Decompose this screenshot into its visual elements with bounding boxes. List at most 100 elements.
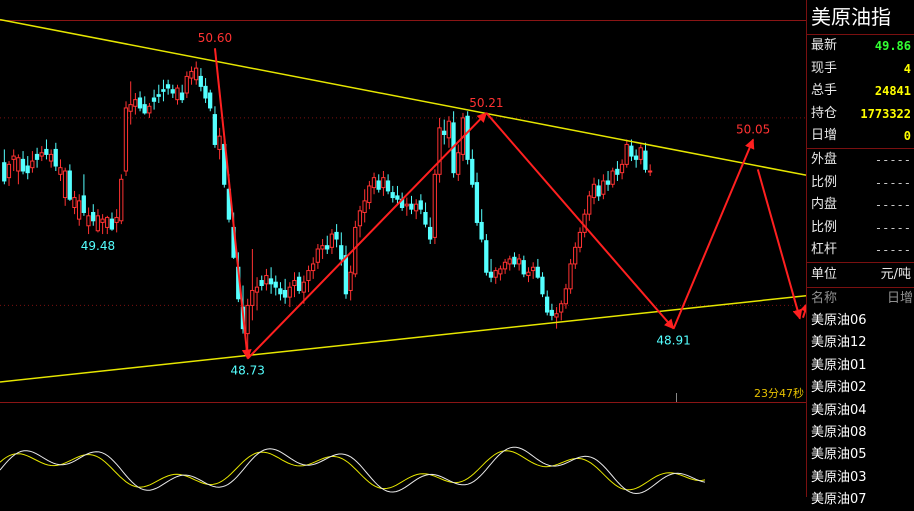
candle-body xyxy=(629,145,634,157)
candle-body xyxy=(105,216,110,228)
quote-list: 最新 49.86 现手 4 总手 24841 持仓 1773322 日增 0 外盘 ----- 比例 --… xyxy=(807,35,914,262)
candle-body xyxy=(624,143,629,165)
candle-body xyxy=(91,211,96,222)
unit-row: 单位 元/吨 xyxy=(807,261,914,288)
oscillator-line xyxy=(0,450,706,491)
countdown-timer: 23分47秒 xyxy=(754,386,804,400)
contract-list: 美原油06 美原油12 美原油01 美原油02 美原油04 美原油08 美原油05 美原油03… xyxy=(807,310,914,511)
candle-body xyxy=(596,185,601,197)
candle-body xyxy=(175,87,180,101)
candle-body xyxy=(577,231,583,248)
candle-body xyxy=(292,280,297,287)
candle-body xyxy=(554,313,559,318)
candle-body xyxy=(268,278,274,285)
candle-body xyxy=(76,200,82,220)
unit-label: 单位 xyxy=(811,266,838,282)
candle-body xyxy=(413,203,419,212)
contract-item[interactable]: 美原油07 xyxy=(811,492,867,508)
candle-body xyxy=(409,203,414,210)
candle-body xyxy=(601,180,606,195)
contract-item[interactable]: 美原油02 xyxy=(811,380,867,396)
candle-body xyxy=(189,70,194,79)
candle-body xyxy=(86,215,91,227)
candle-body xyxy=(357,210,363,227)
quote-label: 持仓 xyxy=(811,105,838,121)
candle-body xyxy=(212,114,217,145)
candle-body xyxy=(306,270,311,282)
quote-label: 日增 xyxy=(811,128,838,144)
candle-body xyxy=(282,289,288,298)
candle-body xyxy=(20,158,26,172)
quote-row: 总手 24841 xyxy=(807,80,914,103)
candle-body xyxy=(147,105,152,114)
wave-arrow xyxy=(485,112,675,330)
contract-item[interactable]: 美原油04 xyxy=(811,402,867,418)
change-column-header[interactable]: 日增 xyxy=(886,290,913,306)
candle-body xyxy=(362,200,367,213)
candle-body xyxy=(287,286,292,298)
contract-item[interactable]: 美原油03 xyxy=(811,469,867,485)
rebound-arrow xyxy=(800,301,806,319)
name-column-header[interactable]: 名称 xyxy=(811,290,838,306)
candle-body xyxy=(563,288,568,305)
instrument-title: 美原油指 xyxy=(807,0,914,35)
candle-body xyxy=(6,163,12,179)
candle-body xyxy=(203,85,208,99)
candle-body xyxy=(217,135,222,150)
contract-list-header: 名称 日增 xyxy=(807,288,914,310)
candle-body xyxy=(184,75,189,94)
quote-label: 比例 xyxy=(811,174,838,190)
candle-body xyxy=(423,211,428,225)
candle-body xyxy=(193,67,199,81)
contract-item[interactable]: 美原油01 xyxy=(811,357,867,373)
candle-body xyxy=(133,99,138,107)
support-trendline xyxy=(0,294,806,383)
quote-value: ----- xyxy=(874,152,911,167)
candle-body xyxy=(521,260,526,275)
candle-body xyxy=(442,130,447,135)
candle-body xyxy=(16,157,21,172)
candle-body xyxy=(638,147,643,160)
candle-body xyxy=(647,170,653,173)
candle-body xyxy=(465,115,470,160)
candle-body xyxy=(179,92,185,101)
candle-body xyxy=(498,268,503,275)
candle-body xyxy=(273,281,278,288)
candle-body xyxy=(353,226,358,275)
candle-body xyxy=(151,97,157,102)
candle-body xyxy=(488,271,494,278)
candle-body xyxy=(643,150,648,170)
quote-value: 4 xyxy=(903,61,911,76)
candle-body xyxy=(198,75,203,87)
price-label: 50.21 xyxy=(469,96,503,110)
candle-body xyxy=(605,180,611,185)
candle-body xyxy=(573,246,578,265)
candle-body xyxy=(250,289,255,306)
candle-body xyxy=(633,155,639,160)
candle-body xyxy=(530,266,536,272)
price-label: 50.05 xyxy=(736,122,770,136)
quote-value: ----- xyxy=(874,243,911,258)
contract-item[interactable]: 美原油05 xyxy=(811,447,867,463)
candle-body xyxy=(100,218,105,223)
contract-item[interactable]: 美原油12 xyxy=(811,335,867,351)
quote-row: 内盘 ----- xyxy=(807,194,914,217)
candle-body xyxy=(142,104,147,114)
contract-item[interactable]: 美原油06 xyxy=(811,312,867,328)
candle-body xyxy=(610,170,615,185)
candlestick-chart[interactable]: 50.60 49.48 48.73 50.21 48.91 50.05 23分47秒 xyxy=(0,0,806,497)
price-label: 48.91 xyxy=(656,334,690,348)
candle-body xyxy=(301,281,306,293)
candle-body xyxy=(30,160,35,169)
candle-body xyxy=(67,170,72,200)
quote-value: ----- xyxy=(874,175,911,190)
quote-label: 杠杆 xyxy=(811,242,838,258)
candle-body xyxy=(456,152,461,175)
quote-value: 49.86 xyxy=(874,39,911,53)
quote-row: 杠杆 ----- xyxy=(807,239,914,262)
quote-label: 最新 xyxy=(811,38,838,53)
contract-item[interactable]: 美原油08 xyxy=(811,424,867,440)
price-label: 50.60 xyxy=(198,31,232,45)
candle-body xyxy=(479,221,484,240)
quote-row: 比例 ----- xyxy=(807,217,914,240)
